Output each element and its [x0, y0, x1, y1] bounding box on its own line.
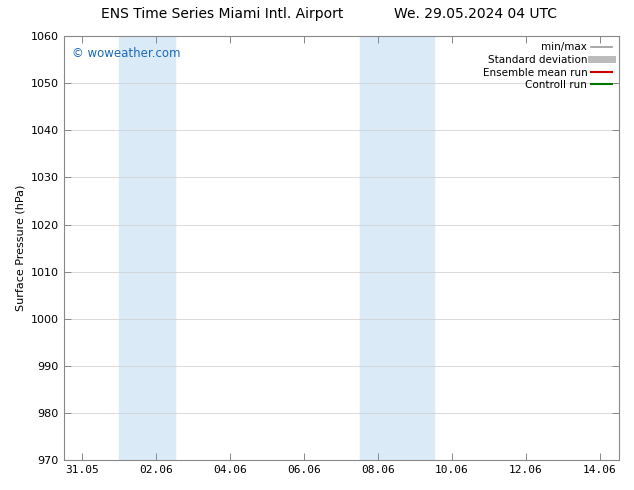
Bar — [119, 36, 174, 460]
Text: We. 29.05.2024 04 UTC: We. 29.05.2024 04 UTC — [394, 7, 557, 22]
Text: © woweather.com: © woweather.com — [72, 47, 180, 60]
Text: ENS Time Series Miami Intl. Airport: ENS Time Series Miami Intl. Airport — [101, 7, 343, 22]
Y-axis label: Surface Pressure (hPa): Surface Pressure (hPa) — [15, 185, 25, 311]
Legend: min/max, Standard deviation, Ensemble mean run, Controll run: min/max, Standard deviation, Ensemble me… — [478, 38, 616, 95]
Bar — [359, 36, 434, 460]
